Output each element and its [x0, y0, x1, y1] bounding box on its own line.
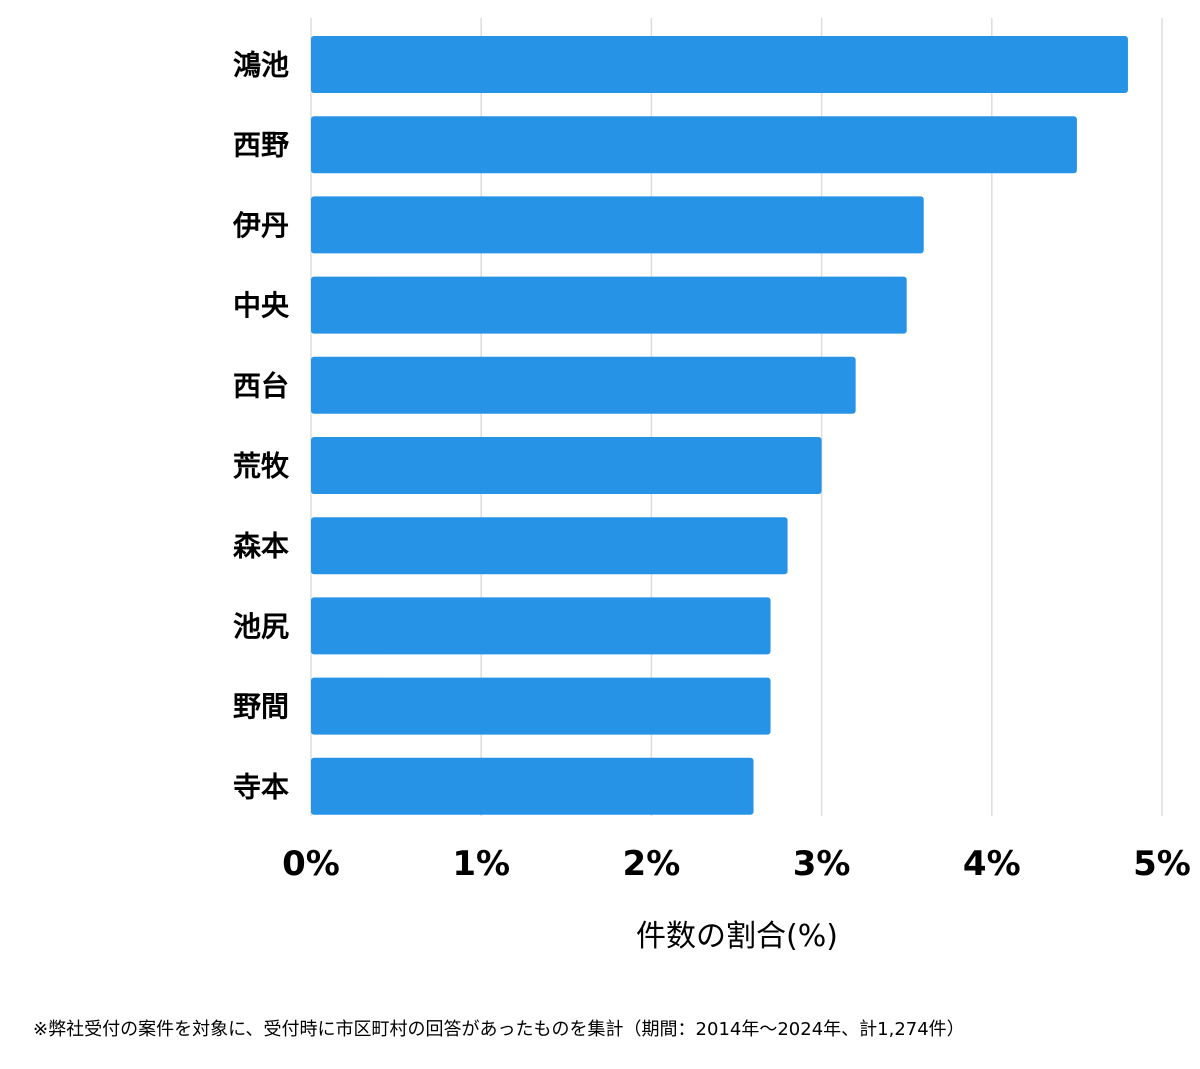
bar-6	[311, 517, 788, 575]
category-label: 中央	[233, 289, 290, 322]
category-label: 池尻	[233, 610, 289, 643]
x-tick-label: 5%	[1133, 844, 1191, 884]
x-tick-label: 4%	[963, 844, 1021, 884]
category-label: 寺本	[233, 770, 289, 803]
bar-9	[311, 757, 754, 815]
bar-5	[311, 437, 822, 494]
bar-8	[311, 677, 771, 735]
x-tick-label: 3%	[793, 844, 851, 884]
bar-1	[311, 116, 1077, 174]
category-label: 西野	[233, 129, 289, 162]
category-label: 伊丹	[232, 209, 289, 242]
x-tick-label: 0%	[282, 844, 340, 884]
bar-2	[311, 196, 924, 254]
bar-7	[311, 597, 771, 655]
x-tick-labels: 0% 1% 2% 3% 4% 5%	[282, 844, 1191, 884]
footnote: ※弊社受付の案件を対象に、受付時に市区町村の回答があったものを集計（期間：201…	[33, 1019, 965, 1040]
bars	[311, 36, 1128, 815]
bar-4	[311, 356, 856, 414]
bar-3	[311, 276, 907, 334]
category-label: 西台	[233, 369, 289, 402]
bar-0	[311, 36, 1128, 93]
x-axis-title: 件数の割合(%)	[636, 919, 838, 954]
category-label: 森本	[233, 530, 289, 563]
category-label: 野間	[233, 690, 289, 723]
x-tick-label: 2%	[623, 844, 681, 884]
category-label: 鴻池	[233, 49, 289, 82]
x-tick-label: 1%	[452, 844, 510, 884]
category-label: 荒牧	[233, 450, 290, 483]
